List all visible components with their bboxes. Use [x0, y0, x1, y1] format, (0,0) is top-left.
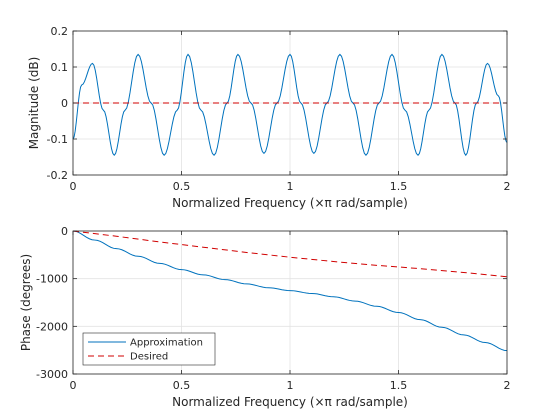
magnitude-plot: 0 0.5 1 1.5 2 0.2 0.1 0 -0.1 -0.2 Normal… [27, 25, 511, 210]
magnitude-y-tick-label: -0.2 [47, 169, 68, 182]
phase-y-tick-labels: 0 -1000 -2000 -3000 [36, 225, 68, 381]
magnitude-approximation-line [72, 53, 508, 157]
phase-y-axis-label: Phase (degrees) [19, 254, 33, 351]
magnitude-y-tick-labels: 0.2 0.1 0 -0.1 -0.2 [47, 25, 68, 182]
phase-x-tick-label: 0 [70, 379, 77, 392]
magnitude-y-tick-label: 0.1 [51, 61, 69, 74]
magnitude-x-tick-labels: 0 0.5 1 1.5 2 [70, 180, 511, 193]
phase-approximation-line [72, 230, 508, 352]
magnitude-x-tick-label: 1.5 [390, 180, 408, 193]
magnitude-x-axis-label: Normalized Frequency (×π rad/sample) [172, 196, 408, 210]
phase-ticks [72, 230, 508, 375]
legend-desired-label: Desired [130, 352, 168, 363]
phase-x-tick-labels: 0 0.5 1 1.5 2 [70, 379, 511, 392]
phase-x-axis-label: Normalized Frequency (×π rad/sample) [172, 395, 408, 409]
phase-y-tick-label: -3000 [36, 368, 68, 381]
legend-approximation-label: Approximation [130, 338, 203, 349]
phase-x-tick-label: 1.5 [390, 379, 408, 392]
phase-y-tick-label: -2000 [36, 320, 68, 333]
phase-x-tick-label: 1 [287, 379, 294, 392]
magnitude-y-tick-label: 0.2 [51, 25, 69, 38]
legend-box [82, 332, 216, 366]
phase-plot: 0 0.5 1 1.5 2 0 -1000 -2000 -3000 Normal… [19, 225, 511, 409]
phase-y-tick-label: -1000 [36, 273, 68, 286]
phase-x-tick-label: 2 [504, 379, 511, 392]
magnitude-x-tick-label: 1 [287, 180, 294, 193]
phase-x-tick-label: 0.5 [173, 379, 191, 392]
phase-desired-line [72, 230, 508, 278]
phase-y-tick-label: 0 [61, 225, 68, 238]
magnitude-series [72, 53, 508, 157]
magnitude-y-axis-label: Magnitude (dB) [27, 57, 41, 150]
magnitude-ticks [72, 30, 508, 176]
legend: Approximation Desired [82, 332, 216, 366]
magnitude-y-tick-label: -0.1 [47, 133, 68, 146]
magnitude-x-tick-label: 2 [504, 180, 511, 193]
magnitude-x-tick-label: 0.5 [173, 180, 191, 193]
phase-series [72, 230, 508, 352]
magnitude-x-tick-label: 0 [70, 180, 77, 193]
magnitude-y-tick-label: 0 [61, 97, 68, 110]
